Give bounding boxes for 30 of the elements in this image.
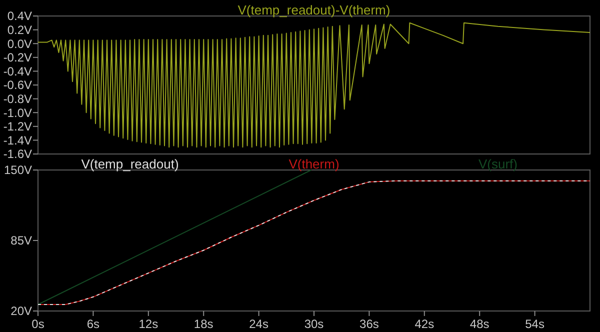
y-tick-label: -1.2V: [3, 120, 32, 134]
y-tick-label: -0.4V: [3, 64, 32, 78]
line-series: [38, 180, 590, 305]
y-tick-label: 0.0V: [7, 36, 32, 51]
y-tick-label: 0.4V: [7, 9, 32, 24]
series-label: V(therm): [288, 156, 340, 172]
x-tick-label: 24s: [249, 317, 268, 331]
x-tick-label: 54s: [525, 317, 544, 331]
text: V(surf): [478, 156, 518, 172]
x-tick-label: 42s: [414, 317, 434, 331]
y-tick-label: 20V: [10, 304, 32, 318]
y-tick-label: 150V: [4, 163, 32, 178]
series-label: V(temp_readout)-V(therm): [238, 2, 390, 18]
y-tick-label: -1.6V: [3, 147, 32, 162]
y-tick-label: -1.4V: [3, 133, 32, 148]
x-tick-label: 12s: [138, 317, 158, 331]
x-tick-label: 18s: [194, 317, 214, 331]
x-tick-label: 0s: [32, 317, 44, 331]
y-tick-label: 0.2V: [7, 23, 32, 37]
x-tick-label: 6s: [86, 317, 100, 331]
y-tick-label: -1.0V: [3, 106, 32, 120]
x-tick-label: 48s: [470, 317, 490, 331]
y-tick-label: -0.6V: [3, 78, 32, 92]
y-tick-label: 85V: [10, 234, 32, 248]
text: V(temp_readout): [81, 156, 179, 172]
y-tick-label: -0.8V: [3, 92, 32, 106]
x-tick-label: 30s: [304, 317, 324, 331]
y-tick-label: -0.2V: [3, 50, 32, 65]
x-tick-label: 36s: [360, 317, 379, 331]
line-series: [38, 22, 590, 148]
